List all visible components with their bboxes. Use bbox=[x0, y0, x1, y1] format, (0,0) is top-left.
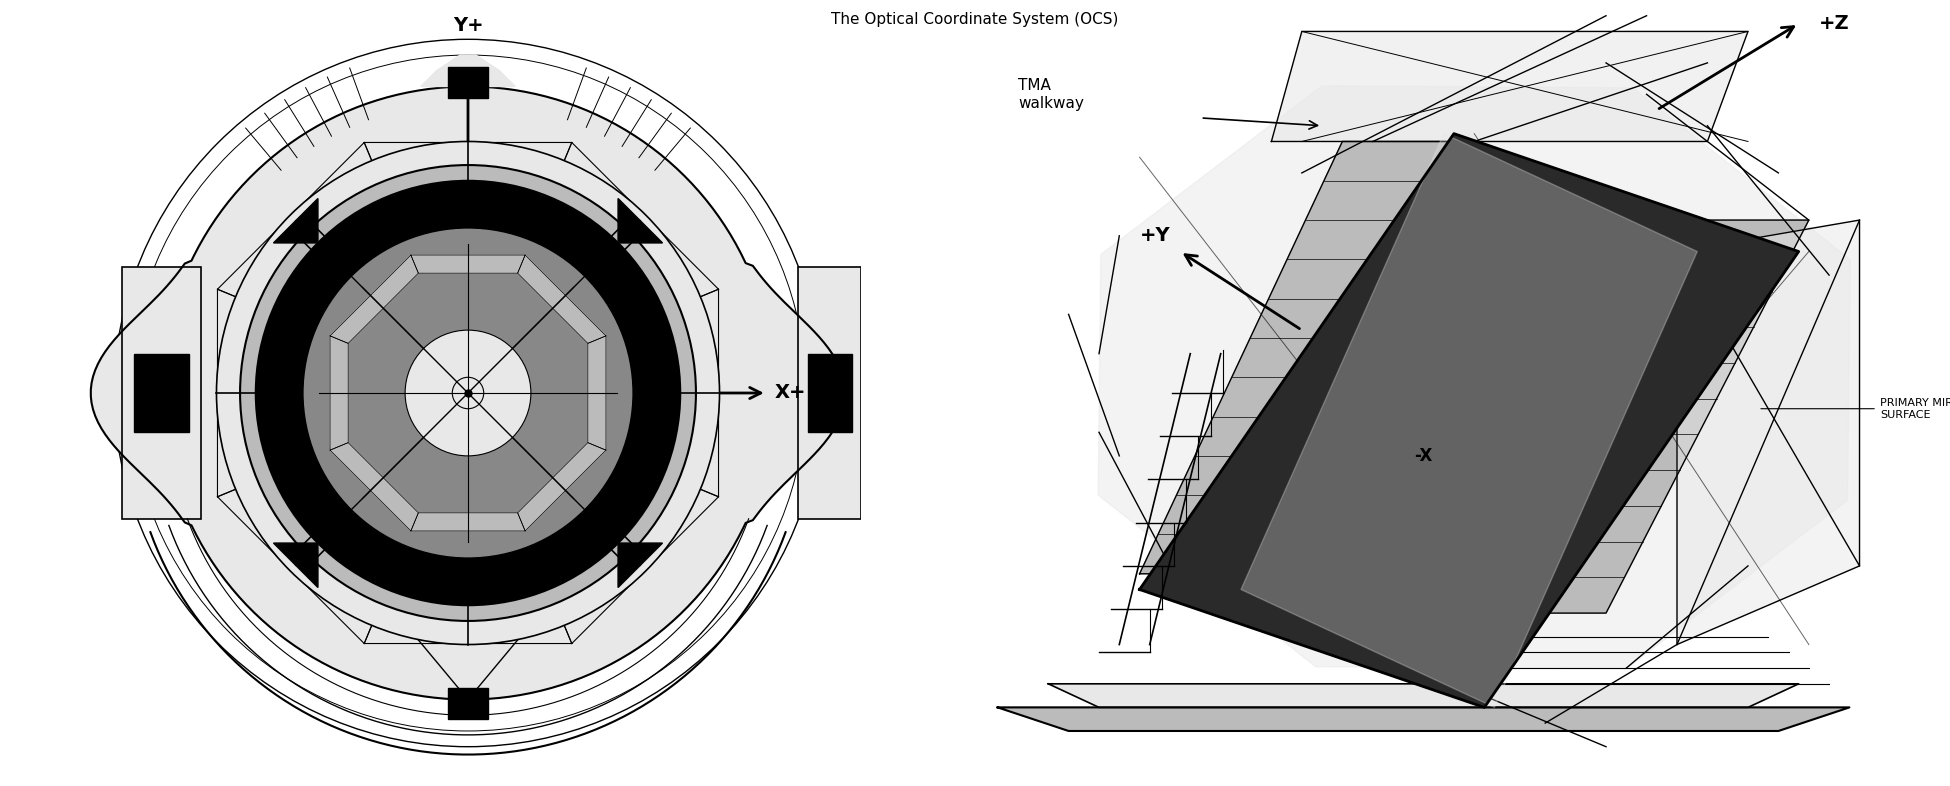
Polygon shape bbox=[421, 55, 515, 86]
Polygon shape bbox=[411, 255, 525, 274]
Polygon shape bbox=[700, 289, 718, 497]
Polygon shape bbox=[330, 443, 419, 531]
Polygon shape bbox=[273, 543, 318, 587]
Polygon shape bbox=[998, 707, 1849, 731]
Bar bbox=[807, 354, 852, 432]
Polygon shape bbox=[218, 489, 372, 644]
Polygon shape bbox=[618, 543, 663, 587]
Polygon shape bbox=[587, 336, 606, 450]
Ellipse shape bbox=[216, 141, 720, 645]
Polygon shape bbox=[218, 289, 236, 497]
Text: PRIMARY MIRROR
SURFACE: PRIMARY MIRROR SURFACE bbox=[1761, 398, 1950, 420]
Ellipse shape bbox=[302, 228, 634, 558]
Polygon shape bbox=[390, 605, 546, 700]
Text: Y+: Y+ bbox=[452, 17, 484, 35]
Polygon shape bbox=[365, 142, 571, 160]
Polygon shape bbox=[564, 142, 718, 297]
Polygon shape bbox=[1474, 220, 1810, 613]
Text: +Y: +Y bbox=[1139, 226, 1170, 245]
Polygon shape bbox=[365, 626, 571, 644]
Polygon shape bbox=[1271, 31, 1747, 141]
Polygon shape bbox=[1139, 141, 1474, 574]
Text: -X: -X bbox=[1414, 447, 1433, 465]
Bar bbox=[135, 354, 189, 432]
Polygon shape bbox=[330, 336, 349, 450]
Bar bbox=[448, 67, 488, 98]
Polygon shape bbox=[1240, 134, 1696, 707]
Bar bbox=[798, 267, 862, 519]
Polygon shape bbox=[1139, 134, 1798, 707]
Ellipse shape bbox=[240, 165, 696, 621]
Text: X+: X+ bbox=[774, 384, 805, 402]
Polygon shape bbox=[618, 199, 663, 243]
Polygon shape bbox=[411, 512, 525, 531]
Polygon shape bbox=[218, 142, 372, 297]
Polygon shape bbox=[1098, 86, 1851, 669]
Ellipse shape bbox=[255, 181, 681, 605]
Text: +Z: +Z bbox=[1819, 14, 1851, 33]
Polygon shape bbox=[564, 489, 718, 644]
Ellipse shape bbox=[406, 330, 530, 456]
Text: TMA
walkway: TMA walkway bbox=[1018, 78, 1084, 111]
Polygon shape bbox=[92, 86, 844, 700]
Polygon shape bbox=[1677, 220, 1860, 645]
Polygon shape bbox=[1049, 684, 1798, 707]
Polygon shape bbox=[517, 255, 606, 343]
Polygon shape bbox=[517, 443, 606, 531]
Polygon shape bbox=[273, 199, 318, 243]
Bar bbox=[123, 267, 201, 519]
Bar bbox=[448, 688, 488, 719]
Text: The Optical Coordinate System (OCS): The Optical Coordinate System (OCS) bbox=[831, 12, 1119, 27]
Polygon shape bbox=[330, 255, 419, 343]
